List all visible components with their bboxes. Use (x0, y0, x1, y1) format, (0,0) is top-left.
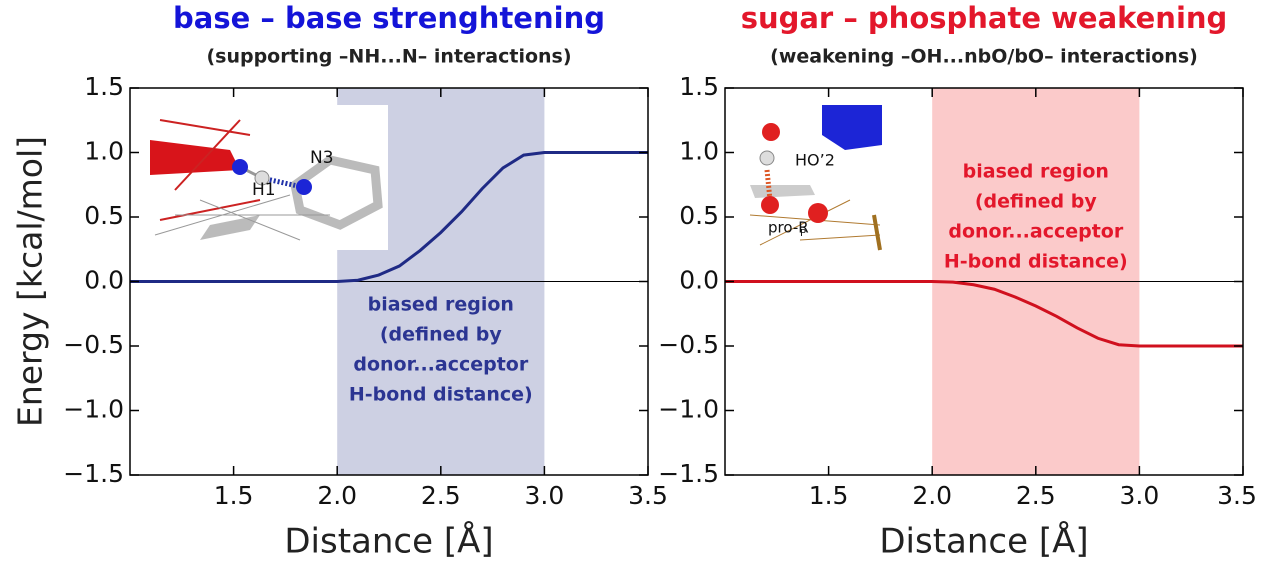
y-axis-label: Energy [kcal/mol] (11, 136, 50, 427)
annotation: H-bond distance) (944, 251, 1128, 273)
annotation: donor...acceptor (353, 354, 529, 376)
chart-title: base – base strenghtening (173, 1, 605, 35)
chart-title: sugar – phosphate weakening (741, 1, 1228, 35)
y-tick-label: 0.0 (84, 266, 124, 295)
x-tick-label: 2.5 (1016, 481, 1056, 510)
chart-subtitle: (weakening –OH...nbO/bO– interactions) (770, 46, 1198, 68)
annotation: (defined by (380, 324, 502, 346)
panel: base – base strenghtening (supporting –NH… (11, 1, 668, 562)
y-tick-label: −0.5 (63, 330, 124, 359)
y-tick-label: −1.0 (63, 395, 124, 424)
y-tick-label: −1.5 (658, 459, 719, 488)
y-tick-label: 0.0 (679, 266, 719, 295)
x-tick-label: 2.0 (912, 481, 952, 510)
annotation: H-bond distance) (349, 384, 533, 406)
annotation: biased region (963, 161, 1109, 183)
annotation: (defined by (975, 191, 1097, 213)
x-tick-label: 3.5 (1217, 481, 1257, 510)
y-tick-label: 0.5 (84, 201, 124, 230)
x-axis-label: Distance [Å] (879, 521, 1088, 562)
y-tick-label: −1.5 (63, 459, 124, 488)
figure: base – base strenghtening (supporting –NH… (0, 0, 1267, 565)
inset-image (148, 105, 388, 250)
x-tick-label: 3.0 (525, 481, 565, 510)
x-tick-label: 1.5 (809, 481, 849, 510)
x-axis-label: Distance [Å] (284, 521, 493, 562)
annotation: biased region (368, 294, 514, 316)
y-tick-label: −1.0 (658, 395, 719, 424)
inset-label: HO’2 (795, 151, 835, 170)
annotation: donor...acceptor (948, 221, 1124, 243)
y-tick-label: −0.5 (658, 330, 719, 359)
y-tick-label: 0.5 (679, 201, 719, 230)
panel: sugar – phosphate weakening (weakening –O… (658, 1, 1257, 562)
y-tick-label: 1.5 (84, 72, 124, 101)
y-tick-label: 1.0 (679, 137, 719, 166)
inset-label: P (800, 228, 806, 239)
chart-subtitle: (supporting –NH...N– interactions) (206, 46, 571, 68)
inset-label: N3 (310, 148, 334, 168)
inset-label: H1 (252, 180, 276, 200)
x-tick-label: 2.0 (317, 481, 357, 510)
x-tick-label: 3.0 (1120, 481, 1160, 510)
x-tick-label: 2.5 (421, 481, 461, 510)
y-tick-label: 1.5 (679, 72, 719, 101)
x-tick-label: 1.5 (214, 481, 254, 510)
y-tick-label: 1.0 (84, 137, 124, 166)
inset-image (745, 105, 882, 250)
